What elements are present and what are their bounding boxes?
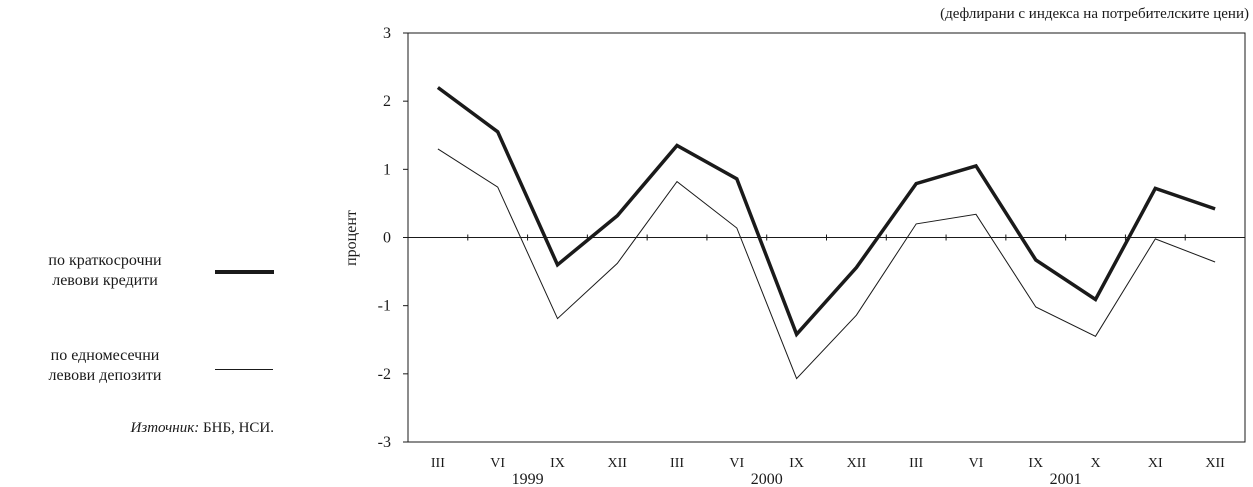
series-line-loans [436, 86, 1216, 338]
y-tick-label: -2 [378, 366, 391, 383]
source-note: Източник: БНБ, НСИ. [114, 420, 274, 437]
legend-swatch-loans [215, 270, 274, 274]
legend-swatch-deposits [215, 369, 273, 370]
legend-loans-line1: по краткосрочни [48, 252, 162, 269]
legend-loans-line2: левови кредити [52, 272, 158, 289]
x-tick-label: III [909, 456, 923, 471]
x-tick-label: XII [608, 456, 628, 471]
legend-deposits-line2: левови депозити [48, 367, 162, 384]
source-text: БНБ, НСИ. [199, 420, 274, 436]
year-label: 1999 [512, 471, 544, 487]
x-tick-label: III [670, 456, 684, 471]
y-tick-label: -1 [378, 298, 391, 315]
legend-label-loans: по краткосрочни левови кредити [5, 251, 205, 291]
y-tick-label: 3 [383, 25, 391, 42]
x-tick-label: VI [490, 456, 505, 471]
x-tick-label: XI [1148, 456, 1163, 471]
x-tick-label: IX [1028, 456, 1043, 471]
y-tick-label: 1 [383, 161, 391, 178]
x-tick-label: IX [550, 456, 565, 471]
x-tick-label: VI [729, 456, 744, 471]
y-tick-label: -3 [378, 434, 391, 451]
x-tick-label: VI [969, 456, 984, 471]
x-tick-label: XII [1205, 456, 1225, 471]
y-tick-label: 0 [383, 230, 391, 247]
x-tick-label: X [1090, 456, 1100, 471]
source-label: Източник: [130, 420, 200, 436]
series-line-deposits [437, 148, 1216, 380]
x-tick-label: III [431, 456, 445, 471]
year-label: 2000 [751, 471, 783, 487]
x-tick-label: IX [789, 456, 804, 471]
year-label: 2001 [1050, 471, 1082, 487]
legend-label-deposits: по едномесечни левови депозити [5, 346, 205, 386]
y-tick-label: 2 [383, 93, 391, 110]
legend-deposits-line1: по едномесечни [50, 347, 160, 364]
x-tick-label: XII [847, 456, 867, 471]
chart-note: (дефлирани с индекса на потребителските … [940, 6, 1249, 22]
